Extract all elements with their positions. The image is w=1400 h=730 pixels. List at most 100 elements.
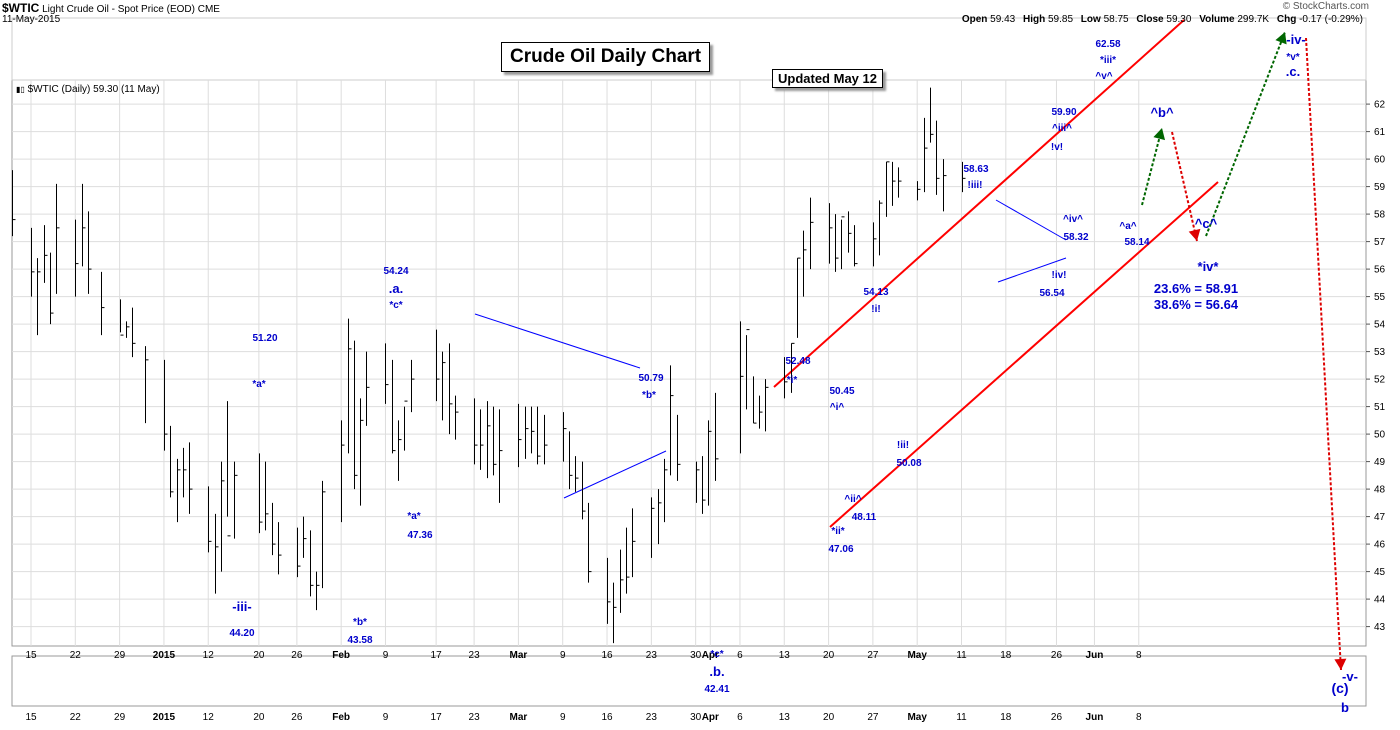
x-tick-label-lower: 13 <box>779 712 791 723</box>
wave-label: *iii* <box>1100 55 1116 66</box>
exchange: CME <box>197 4 220 15</box>
wave-label: 58.14 <box>1124 237 1149 248</box>
y-tick-label: 59 <box>1374 182 1386 193</box>
x-tick-label-lower: 2015 <box>153 712 176 723</box>
x-tick-label: Mar <box>510 650 528 661</box>
wave-label: 51.20 <box>252 333 277 344</box>
wave-label: 56.54 <box>1039 288 1064 299</box>
triangle-upper-line <box>474 313 641 369</box>
x-tick-label: 11 <box>956 650 967 661</box>
x-tick-label: 9 <box>383 650 389 661</box>
wave-label: ^b^ <box>1150 105 1174 120</box>
y-tick-label: 53 <box>1374 347 1386 358</box>
pennant-upper-line <box>995 199 1067 241</box>
projection-arrow-b-head <box>1153 128 1166 141</box>
x-tick-label: 23 <box>469 650 481 661</box>
brand-watermark: © StockCharts.com <box>1282 1 1369 12</box>
x-tick-label: 26 <box>1051 650 1063 661</box>
wave-label: .c. <box>1286 64 1300 79</box>
y-tick-label: 50 <box>1374 430 1386 441</box>
x-tick-label: Feb <box>332 650 350 661</box>
stat-label: Close <box>1136 14 1167 25</box>
wave-label: 23.6% = 58.91 <box>1154 281 1238 296</box>
y-tick-label: 49 <box>1374 457 1386 468</box>
x-tick-label-lower: 20 <box>823 712 835 723</box>
x-tick-label: 23 <box>646 650 658 661</box>
y-tick-label: 60 <box>1374 155 1386 166</box>
top-strip <box>11 17 1367 81</box>
x-tick-label: Jun <box>1086 650 1104 661</box>
wave-label: 47.06 <box>828 544 853 555</box>
x-tick-label: 2015 <box>153 650 176 661</box>
symbol: $WTIC <box>2 1 40 15</box>
wave-label: .b. <box>709 664 724 679</box>
wave-label: !iii! <box>968 180 983 191</box>
projection-arrow-c <box>1171 131 1198 242</box>
x-tick-label: 26 <box>291 650 303 661</box>
wave-label: 59.90 <box>1051 107 1076 118</box>
x-tick-label-lower: 16 <box>601 712 613 723</box>
x-tick-label-lower: 9 <box>560 712 566 723</box>
wave-label: .a. <box>389 281 403 296</box>
wave-label: 52.48 <box>785 356 810 367</box>
stat-value: -0.17 (-0.29%) <box>1299 14 1363 25</box>
wave-label: 38.6% = 56.64 <box>1154 297 1239 312</box>
x-tick-label-lower: 12 <box>203 712 215 723</box>
wave-label: *iv* <box>1198 259 1220 274</box>
x-tick-label: 27 <box>867 650 879 661</box>
x-tick-label-lower: 22 <box>70 712 82 723</box>
x-tick-label: 22 <box>70 650 82 661</box>
channel-lower-line <box>829 181 1219 528</box>
y-tick-label: 55 <box>1374 292 1386 303</box>
stat-label: Chg <box>1276 14 1300 25</box>
stat-value: 59.85 <box>1047 14 1076 25</box>
x-tick-label-lower: 6 <box>737 712 743 723</box>
wave-label: ^iii^ <box>1052 123 1072 134</box>
y-tick-label: 58 <box>1374 210 1386 221</box>
chart-legend: ▮▯ $WTIC (Daily) 59.30 (11 May) <box>16 84 160 95</box>
x-tick-label-lower: Apr <box>702 712 719 723</box>
y-tick-label: 43 <box>1374 622 1386 633</box>
wave-label: 50.79 <box>638 373 663 384</box>
triangle-lower-line <box>563 450 667 499</box>
x-tick-label: May <box>907 650 927 661</box>
x-tick-label-lower: 8 <box>1136 712 1142 723</box>
price-bars <box>12 87 966 644</box>
y-tick-label: 57 <box>1374 237 1386 248</box>
y-tick-label: 44 <box>1374 595 1386 606</box>
chart-header-title: $WTIC Light Crude Oil - Spot Price (EOD)… <box>2 1 220 15</box>
wave-label: ^c^ <box>1195 216 1218 231</box>
wave-label: 43.58 <box>347 635 372 646</box>
wave-label: *c* <box>389 300 402 311</box>
x-tick-label: 12 <box>203 650 215 661</box>
x-tick-label-lower: 11 <box>956 712 967 723</box>
x-tick-label: 6 <box>737 650 743 661</box>
stat-value: 58.75 <box>1103 14 1132 25</box>
projection-arrow-iv <box>1205 31 1286 237</box>
wave-label: ^v^ <box>1095 71 1112 82</box>
x-tick-label-lower: 15 <box>25 712 37 723</box>
x-tick-label: 29 <box>114 650 126 661</box>
y-tick-label: 47 <box>1374 512 1386 523</box>
y-tick-label: 54 <box>1374 320 1386 331</box>
pennant-lower-line <box>997 257 1067 283</box>
wave-label: *ii* <box>831 526 844 537</box>
wave-label: -iii- <box>232 599 252 614</box>
y-tick-label: 51 <box>1374 402 1386 413</box>
stat-value: 59.43 <box>990 14 1018 25</box>
x-tick-label-lower: 30 <box>690 712 702 723</box>
x-tick-label-lower: 23 <box>469 712 481 723</box>
projection-arrow-v <box>1305 37 1342 671</box>
annotation-lines <box>474 19 1219 528</box>
wave-label: *a* <box>252 379 265 390</box>
wave-labels: 51.20 *a* -iii- 44.20 *b* 43.58 54.24 .a. *c* *a*… <box>229 32 1357 715</box>
y-tick-label: 45 <box>1374 567 1386 578</box>
stat-label: Low <box>1080 14 1104 25</box>
wave-label: 62.58 <box>1095 39 1120 50</box>
stat-label: Volume <box>1199 14 1238 25</box>
stat-value: 299.7K <box>1237 14 1272 25</box>
x-tick-label: Apr <box>702 650 719 661</box>
wave-label: *c* <box>710 649 723 660</box>
wave-label: ^a^ <box>1119 221 1136 232</box>
